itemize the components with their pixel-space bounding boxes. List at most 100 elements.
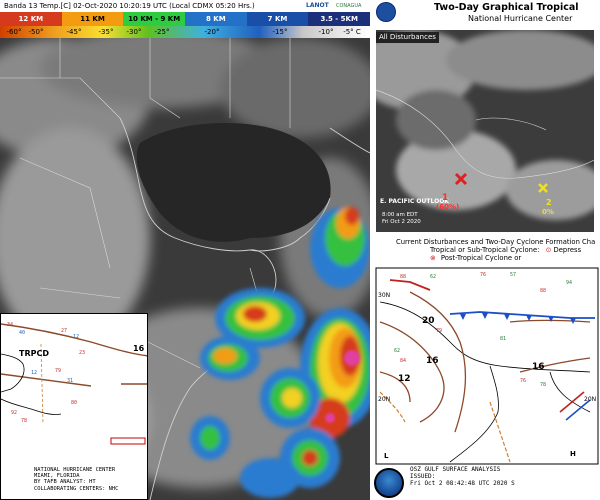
coastline xyxy=(475,117,547,131)
svg-text:88: 88 xyxy=(540,288,546,294)
svg-text:34: 34 xyxy=(7,322,13,328)
warm-front xyxy=(559,391,585,413)
cloud-top-legend: 12 KM 11 KM 10 KM - 9 KM 8 KM 7 KM 3.5 -… xyxy=(0,12,370,26)
svg-text:31: 31 xyxy=(67,378,73,384)
nhc-outlook-map xyxy=(376,30,594,232)
nhc-outlook-panel: Two-Day Graphical Tropical National Hurr… xyxy=(370,0,600,262)
coastline xyxy=(449,365,499,463)
svg-text:81: 81 xyxy=(500,336,506,342)
trough-line xyxy=(40,343,44,425)
nhc-subtitle: National Hurricane Center xyxy=(468,14,573,23)
coastline xyxy=(1,398,62,415)
svg-text:88: 88 xyxy=(400,274,406,280)
svg-text:92: 92 xyxy=(11,410,17,416)
depression-symbol: ⊙ xyxy=(545,246,552,254)
svg-text:78: 78 xyxy=(21,418,27,424)
inset-tpcd-label: TRPCD xyxy=(19,349,49,358)
isobar-label-16b: 16 xyxy=(532,362,545,372)
cold-front-2 xyxy=(565,399,591,421)
latitude-label: 30N xyxy=(378,292,391,299)
svg-text:62: 62 xyxy=(394,348,400,354)
stationary-front xyxy=(389,279,431,291)
isobar xyxy=(1,373,92,387)
svg-text:23: 23 xyxy=(79,350,85,356)
coastline xyxy=(549,371,591,413)
coastline xyxy=(376,89,594,179)
isobars xyxy=(379,291,591,433)
cloud-cover xyxy=(376,30,594,220)
latitude-label: 20N xyxy=(378,396,391,403)
deep-convection xyxy=(190,207,370,498)
pacific-outlook-date: Fri Oct 2 2020 xyxy=(382,219,421,225)
isobar-label-20: 20 xyxy=(422,316,435,326)
nhc-caption: Tropical or Sub-Tropical Cyclone: ⊙ Depr… xyxy=(430,246,581,254)
gulf-of-mexico xyxy=(136,123,331,242)
svg-text:80: 80 xyxy=(71,400,77,406)
coastline xyxy=(119,117,277,500)
yucatan-coast xyxy=(249,197,331,252)
noaa-logo xyxy=(374,468,404,498)
surface-analysis-footer: OSZ GULF SURFACE ANALYSIS ISSUED: Fri Oc… xyxy=(410,466,515,487)
nhc-caption: ⊗ Post-Tropical Cyclone or xyxy=(430,254,521,262)
nhc-caption: Current Disturbances and Two-Day Cyclone… xyxy=(396,238,596,246)
warning-box xyxy=(110,437,146,445)
coastline xyxy=(379,301,591,373)
conagua-logo: CONAGUA xyxy=(336,3,362,9)
all-disturbances-tag[interactable]: All Disturbances xyxy=(376,32,439,43)
legend-7km: 7 KM xyxy=(246,12,309,26)
svg-text:27: 27 xyxy=(61,328,67,334)
isobar xyxy=(1,323,147,357)
satellite-header-text: Banda 13 Temp.[C] 02-Oct-2020 10:20:19 U… xyxy=(4,2,255,10)
trough xyxy=(489,401,511,463)
svg-text:76: 76 xyxy=(520,378,526,384)
temp-tick: -5° C xyxy=(343,28,361,36)
temperature-scale: -60° -50° -45° -35° -30° -25° -20° -15° … xyxy=(0,26,370,38)
svg-text:12: 12 xyxy=(73,334,79,340)
svg-text:40: 40 xyxy=(19,330,25,336)
svg-text:79: 79 xyxy=(436,328,442,334)
svg-text:94: 94 xyxy=(566,280,572,286)
post-tropical-symbol: ⊗ xyxy=(430,254,436,262)
disturbance-1-number: 1 xyxy=(442,193,449,203)
trough xyxy=(379,391,406,423)
nhc-caption-text: Tropical or Sub-Tropical Cyclone: xyxy=(430,246,540,254)
temp-tick: -15° xyxy=(272,28,288,36)
temp-tick: -10° xyxy=(318,28,334,36)
isobar-label-12: 12 xyxy=(398,374,411,384)
station-plots: 34 27 23 79 92 78 80 xyxy=(7,322,85,424)
legend-3-5km: 3.5 - 5KM xyxy=(308,12,370,26)
disturbance-2-marker xyxy=(538,183,548,193)
noaa-logo xyxy=(376,2,396,22)
legend-12km: 12 KM xyxy=(0,12,62,26)
temp-tick: -20° xyxy=(204,28,220,36)
inset-map: 34 27 23 79 92 78 80 40 12 31 12 xyxy=(1,322,147,445)
florida-coast xyxy=(329,127,370,154)
station-plots-blue: 40 12 31 12 xyxy=(19,330,79,384)
deep-convection-core xyxy=(344,350,360,366)
coastline xyxy=(1,353,25,393)
temp-tick: -25° xyxy=(154,28,170,36)
lanot-logo: LANOT xyxy=(306,2,329,9)
pacific-outlook-time: 8:00 am EDT xyxy=(382,212,418,218)
inset-contour-16: 16 xyxy=(133,344,145,353)
legend-8km: 8 KM xyxy=(185,12,247,26)
legend-11km: 11 KM xyxy=(61,12,124,26)
temp-tick: -35° xyxy=(98,28,114,36)
satellite-panel: Banda 13 Temp.[C] 02-Oct-2020 10:20:19 U… xyxy=(0,0,370,500)
deep-convection-core xyxy=(325,413,335,423)
disturbance-2-chance: 0% xyxy=(542,208,554,216)
gulf-surface-analysis: 88 62 76 57 88 94 79 81 76 78 84 62 L H 20 16 … xyxy=(370,262,600,500)
svg-text:57: 57 xyxy=(510,272,516,278)
temp-tick: -30° xyxy=(126,28,142,36)
inset-footer: NATIONAL HURRICANE CENTER MIAMI, FLORIDA… xyxy=(34,467,119,498)
disturbance-1-chance: (60%) xyxy=(436,203,460,211)
nhc-caption-text: Depress xyxy=(553,246,582,254)
nhc-caption-text: Post-Tropical Cyclone or xyxy=(440,254,522,262)
disturbance-2-number: 2 xyxy=(546,198,552,207)
svg-text:79: 79 xyxy=(55,368,61,374)
political-borders xyxy=(0,38,291,369)
svg-text:62: 62 xyxy=(430,274,436,280)
